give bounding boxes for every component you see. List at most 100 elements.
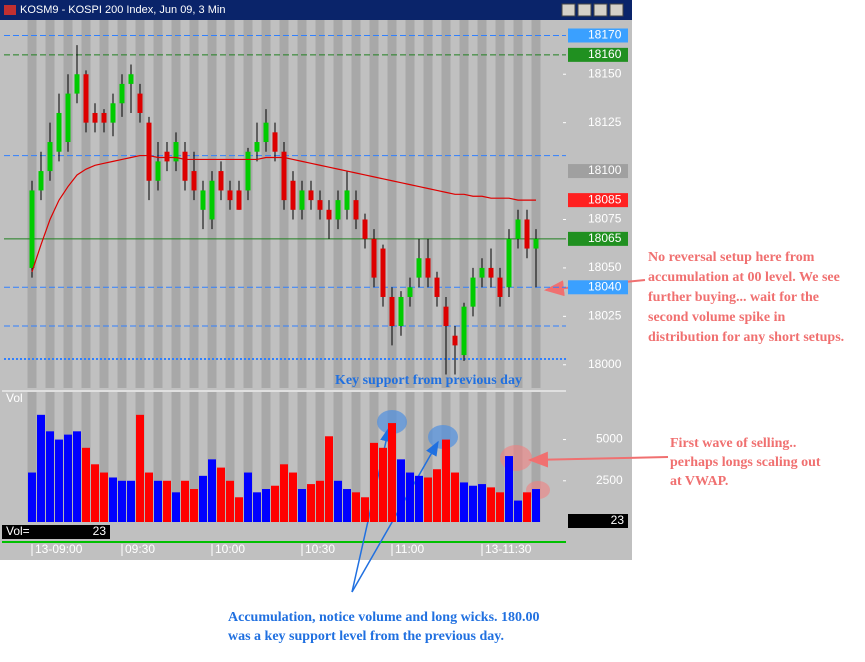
volume-tick-label: 5000 — [596, 432, 623, 446]
y-tick-label: 18075 — [588, 212, 622, 226]
volume-bar — [82, 447, 90, 522]
candle-body — [479, 267, 485, 278]
annotation: further buying... wait for the — [648, 290, 819, 305]
candle-body — [47, 142, 53, 172]
price-marker-label: 18085 — [588, 192, 622, 206]
volume-bar — [226, 480, 234, 522]
candle-body — [29, 190, 35, 268]
bar-stripe — [531, 20, 541, 388]
bar-stripe — [171, 20, 181, 388]
bar-stripe — [207, 392, 217, 522]
volume-bar — [433, 469, 441, 522]
volume-bar — [190, 489, 198, 522]
volume-bar — [181, 480, 189, 522]
y-tick-label: 18025 — [588, 309, 622, 323]
candle-body — [461, 306, 467, 356]
app-icon — [4, 5, 16, 15]
arrow — [528, 451, 669, 468]
candle-body — [398, 296, 404, 327]
volume-last: 23 — [611, 513, 625, 527]
bar-stripe — [243, 392, 253, 522]
volume-bar — [55, 439, 63, 522]
candle-body — [164, 151, 170, 162]
volume-bar — [253, 492, 261, 522]
bar-stripe — [243, 20, 253, 388]
annotation: at VWAP. — [670, 474, 728, 489]
price-marker-label: 18100 — [588, 163, 622, 177]
price-marker-label: 18170 — [588, 28, 622, 42]
bar-stripe — [279, 392, 289, 522]
volume-bar — [136, 414, 144, 522]
volume-bar — [478, 484, 486, 522]
candle-body — [362, 219, 368, 239]
candle-body — [245, 151, 251, 191]
bar-stripe — [459, 20, 469, 388]
bar-stripe — [441, 20, 451, 388]
x-tick-label: 13-09:00 — [35, 542, 83, 556]
annotation: Accumulation, notice volume and long wic… — [228, 610, 540, 625]
candle-body — [488, 267, 494, 278]
candle-body — [380, 248, 386, 297]
volume-bar — [64, 434, 72, 522]
candle-body — [452, 335, 458, 346]
bar-stripe — [387, 20, 397, 388]
x-tick-label: 10:30 — [305, 542, 335, 556]
volume-bar — [100, 472, 108, 522]
candle-body — [101, 112, 107, 123]
bar-stripe — [423, 392, 433, 522]
y-tick-label: 18000 — [588, 357, 622, 371]
annotation: perhaps longs scaling out — [670, 455, 821, 470]
bar-stripe — [45, 20, 55, 388]
volume-bar — [145, 472, 153, 522]
maximize-button[interactable] — [593, 3, 608, 17]
volume-bar — [379, 447, 387, 522]
candle-body — [497, 277, 503, 297]
volume-bar — [244, 472, 252, 522]
volume-readout-label: Vol= — [6, 524, 30, 538]
bar-stripe — [189, 392, 199, 522]
volume-bar — [469, 485, 477, 522]
annotation: First wave of selling.. — [670, 436, 796, 451]
volume-bar — [262, 489, 270, 522]
vwap-line — [31, 154, 536, 272]
candle-body — [137, 93, 143, 113]
volume-bar — [523, 492, 531, 522]
volume-bar — [208, 459, 216, 522]
volume-bar — [424, 477, 432, 522]
candle-body — [317, 200, 323, 210]
candle-body — [191, 171, 197, 191]
x-tick-label: 09:30 — [125, 542, 155, 556]
bar-stripe — [477, 20, 487, 388]
volume-bar — [316, 480, 324, 522]
candle-body — [371, 238, 377, 278]
close-button[interactable] — [609, 3, 624, 17]
bar-stripe — [477, 392, 487, 522]
candle-body — [38, 171, 44, 191]
candle-body — [335, 200, 341, 220]
price-marker — [568, 28, 628, 43]
candle-body — [128, 74, 134, 84]
price-marker — [568, 47, 628, 62]
minimize-button[interactable] — [577, 3, 592, 17]
candle-body — [182, 151, 188, 181]
y-tick-label: 18150 — [588, 66, 622, 80]
annotation: accumulation at 00 level. We see — [648, 270, 840, 285]
volume-bar — [217, 467, 225, 522]
volume-bar — [271, 485, 279, 522]
volume-bar — [73, 431, 81, 522]
volume-bar — [127, 480, 135, 522]
candle-body — [344, 190, 350, 210]
volume-bar — [91, 464, 99, 522]
icon-button[interactable] — [561, 3, 576, 17]
volume-bar — [505, 456, 513, 522]
bar-stripe — [99, 20, 109, 388]
volume-bar — [199, 475, 207, 522]
bar-stripe — [459, 392, 469, 522]
volume-tick-label: 2500 — [596, 473, 623, 487]
candle-body — [254, 142, 260, 152]
volume-bar — [28, 472, 36, 522]
candle-body — [524, 219, 530, 249]
volume-bar — [352, 492, 360, 522]
volume-bar — [460, 482, 468, 522]
